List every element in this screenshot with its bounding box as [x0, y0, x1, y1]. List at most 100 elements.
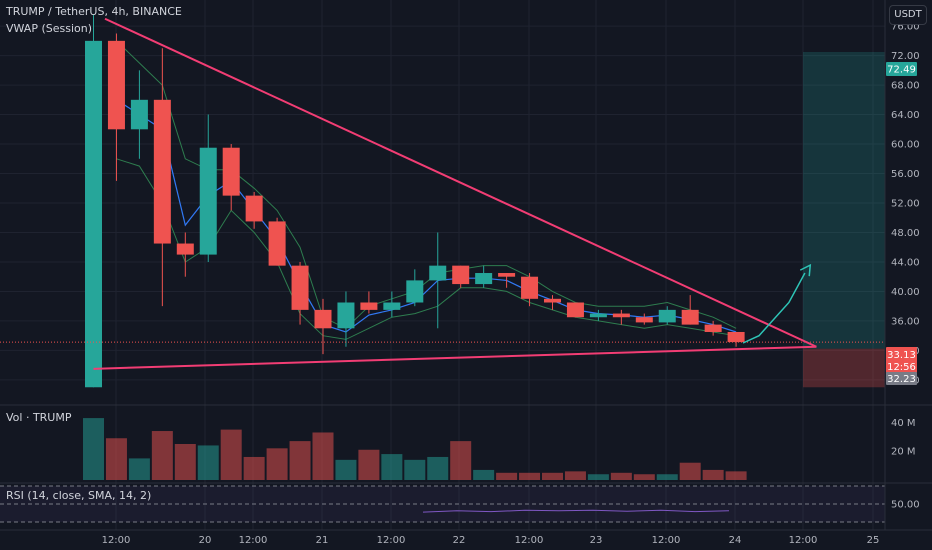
volume-tick-label: 40 M	[891, 418, 916, 429]
vwap-upper-band	[116, 40, 737, 329]
candle	[360, 291, 378, 314]
y-tick-label: 48.00	[891, 228, 920, 239]
volume-bar	[243, 456, 265, 480]
candle	[475, 265, 493, 288]
volume-tick-label: 20 M	[891, 447, 916, 458]
y-tick-label: 76.00	[891, 22, 920, 33]
stop-price-badge: 32.23	[886, 372, 917, 385]
candle	[314, 298, 332, 355]
candle-body	[268, 221, 286, 266]
candle	[406, 269, 424, 307]
candle-body	[498, 273, 516, 277]
candle-body	[704, 324, 722, 332]
drawing-overlays[interactable]	[0, 17, 885, 370]
candle-body	[406, 280, 424, 303]
vwap-band	[116, 40, 737, 340]
long-position-profit-zone	[803, 51, 885, 349]
candle	[268, 217, 286, 266]
grid-lines	[0, 0, 885, 530]
y-tick-label: 72.00	[891, 51, 920, 62]
candle	[704, 320, 722, 336]
candle-body	[153, 99, 171, 244]
last-price-label: 33.13	[887, 350, 916, 361]
support-trendline	[93, 345, 817, 370]
candle	[130, 70, 148, 159]
candle-body	[566, 302, 584, 318]
x-tick-label: 24	[729, 535, 742, 546]
y-tick-label: 56.00	[891, 169, 920, 180]
volume-bar	[335, 459, 357, 480]
volume-bar	[358, 449, 380, 480]
volume-bar	[220, 429, 242, 480]
candle-body	[612, 313, 630, 318]
volume-bar	[564, 471, 586, 480]
stop-price-label: 32.23	[887, 374, 916, 385]
volume-bar	[656, 474, 678, 480]
candle-body	[85, 40, 102, 388]
x-tick-label: 12:00	[515, 535, 544, 546]
target-price-badge: 72.49	[886, 62, 917, 76]
x-tick-label: 22	[453, 535, 466, 546]
volume-bar	[151, 431, 173, 480]
y-tick-label: 64.00	[891, 110, 920, 121]
candle	[589, 309, 607, 321]
long-position-loss-zone	[803, 348, 885, 388]
x-tick-label: 12:00	[789, 535, 818, 546]
projection-arrowhead	[799, 263, 812, 277]
candle	[566, 302, 584, 318]
y-tick-label: 68.00	[891, 81, 920, 92]
currency-button[interactable]: USDT	[889, 5, 927, 25]
candle-body	[658, 309, 676, 323]
volume-bar	[404, 459, 426, 480]
y-tick-label: 44.00	[891, 257, 920, 268]
projection-arrow	[742, 272, 806, 344]
candle-body	[360, 302, 378, 310]
candle	[222, 144, 240, 211]
candle	[681, 295, 699, 325]
candle-body	[245, 195, 263, 222]
vwap-line	[116, 99, 737, 333]
candle-body	[130, 99, 148, 130]
rsi-line	[422, 509, 730, 513]
candle	[498, 273, 516, 288]
volume-bar	[610, 472, 632, 480]
volume-bar	[312, 432, 334, 480]
candle-body	[635, 317, 653, 323]
volume-bar	[174, 444, 196, 480]
y-tick-label: 60.00	[891, 140, 920, 151]
candle	[176, 232, 194, 277]
volume-bar	[519, 472, 541, 480]
candle	[85, 15, 102, 388]
vwap-legend[interactable]: VWAP (Session)	[6, 22, 93, 35]
last-price-badge: 33.13 12:56	[886, 347, 917, 373]
candlestick-series[interactable]	[85, 15, 745, 388]
candle	[521, 273, 539, 307]
volume-bar	[496, 472, 518, 480]
x-tick-label: 25	[867, 535, 880, 546]
rsi-tick-label: 50.00	[891, 500, 920, 511]
volume-bar	[289, 441, 311, 480]
volume-bar	[542, 472, 563, 480]
candle	[544, 295, 561, 310]
x-tick-label: 12:00	[377, 535, 406, 546]
candle	[658, 306, 676, 325]
candle	[612, 309, 630, 325]
volume-bar	[702, 469, 724, 480]
long-position-box[interactable]	[803, 51, 885, 388]
y-tick-label: 52.00	[891, 199, 920, 210]
candle	[452, 265, 470, 288]
volume-bar	[450, 441, 472, 480]
rsi-pane	[0, 485, 885, 523]
candle-body	[337, 302, 355, 329]
candle-body	[199, 147, 217, 255]
candle-body	[107, 40, 125, 130]
candle-body	[521, 276, 539, 299]
rsi-legend[interactable]: RSI (14, close, SMA, 14, 2)	[6, 489, 152, 502]
candle	[153, 48, 171, 307]
volume-bar	[105, 438, 127, 480]
symbol-legend[interactable]: TRUMP / TetherUS, 4h, BINANCE	[6, 5, 182, 18]
volume-legend[interactable]: Vol · TRUMP	[6, 411, 72, 424]
x-tick-label: 12:00	[652, 535, 681, 546]
candle-body	[176, 243, 194, 255]
